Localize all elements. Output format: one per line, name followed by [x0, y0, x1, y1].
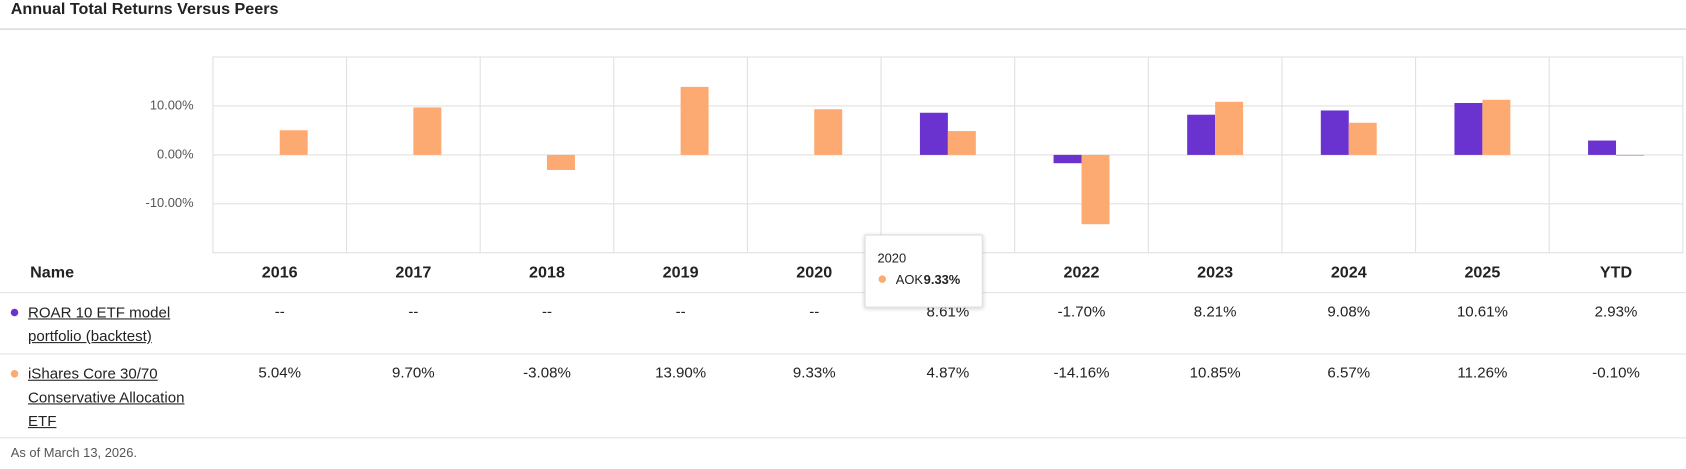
series-name: iShares Core 30/70 Conservative Allocati… — [27, 364, 185, 430]
column-header: 2016 — [261, 263, 298, 282]
value-cell: 10.85% — [1189, 363, 1241, 381]
bar — [947, 131, 976, 155]
bar — [1320, 110, 1349, 155]
value-cell: -14.16% — [1053, 363, 1110, 381]
footnote: As of March 13, 2026. — [10, 445, 137, 461]
bar — [1053, 154, 1082, 164]
value-cell: 2.93% — [1594, 302, 1638, 320]
value-cell: 13.90% — [655, 363, 707, 381]
bar — [1616, 154, 1644, 156]
tooltip-value: 9.33% — [923, 272, 961, 288]
bar — [413, 107, 442, 155]
bar — [1482, 99, 1511, 155]
value-cell: 9.33% — [792, 363, 836, 381]
tooltip-dot — [878, 275, 887, 283]
value-cell: -0.10% — [1592, 363, 1640, 381]
y-tick-label: 0.00% — [157, 146, 194, 161]
tooltip: 2020 AOK 9.33% — [864, 234, 983, 308]
bar — [1588, 140, 1617, 155]
bar — [1454, 102, 1483, 155]
column-header: 2020 — [796, 263, 833, 282]
legend-dot — [10, 308, 19, 317]
value-cell: -- — [809, 302, 820, 320]
bar — [1215, 101, 1244, 155]
value-cell: -1.70% — [1057, 302, 1106, 320]
y-tick-label: -10.00% — [146, 195, 194, 210]
column-header: 2019 — [662, 263, 699, 282]
column-header: 2025 — [1464, 263, 1501, 282]
tooltip-series: AOK — [895, 272, 923, 288]
value-cell: 9.70% — [392, 363, 435, 381]
value-cell: 6.57% — [1327, 363, 1371, 381]
chart-title: Annual Total Returns Versus Peers — [10, 0, 279, 19]
y-tick-label: 10.00% — [150, 97, 194, 112]
bar — [814, 109, 843, 155]
bar — [1187, 114, 1216, 155]
bar — [279, 130, 308, 155]
column-header: 2024 — [1330, 263, 1367, 282]
column-header: 2018 — [529, 263, 565, 282]
tooltip-category: 2020 — [877, 250, 907, 266]
value-cell: -- — [541, 302, 552, 320]
value-cell: 4.87% — [926, 363, 970, 381]
value-cell: -- — [408, 302, 419, 320]
value-cell: 11.26% — [1457, 363, 1508, 381]
legend-dot — [10, 370, 19, 378]
bar — [919, 112, 948, 155]
column-header: 2023 — [1197, 263, 1234, 282]
bar — [546, 154, 575, 170]
bar — [680, 86, 709, 155]
value-cell: 8.21% — [1193, 302, 1237, 320]
series-name: ROAR 10 ETF model portfolio (backtest) — [27, 303, 171, 345]
column-header: YTD — [1599, 263, 1633, 282]
column-header: 2022 — [1063, 263, 1100, 282]
bar — [1348, 122, 1377, 155]
name-header: Name — [30, 263, 75, 282]
value-cell: -3.08% — [523, 363, 571, 381]
column-header: 2017 — [395, 263, 432, 282]
value-cell: 9.08% — [1327, 302, 1371, 320]
bar — [1081, 154, 1110, 225]
value-cell: -- — [675, 302, 686, 320]
value-cell: -- — [274, 302, 285, 320]
value-cell: 10.61% — [1456, 302, 1508, 320]
value-cell: 5.04% — [258, 363, 302, 381]
